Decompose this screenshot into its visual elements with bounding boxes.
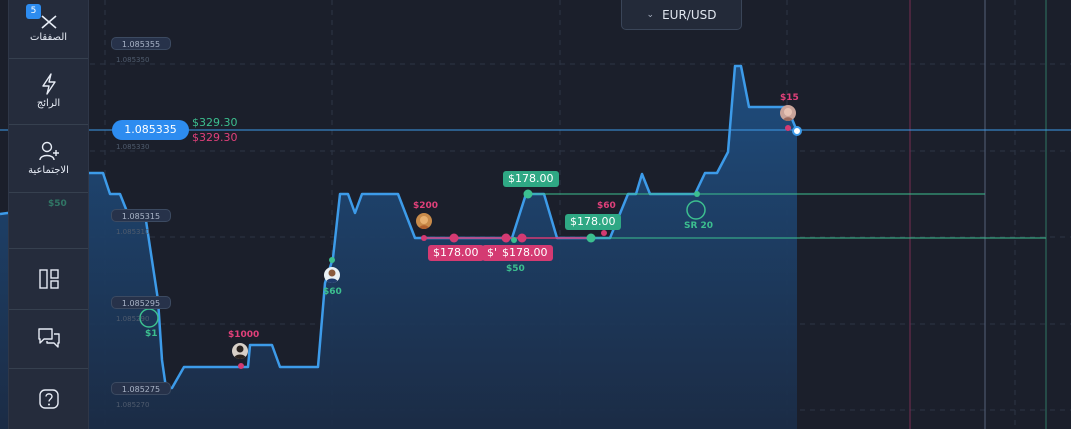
sidebar-item-layout[interactable] <box>9 248 88 310</box>
trade-amount-tag: $178.00 <box>497 245 553 261</box>
layout-icon <box>38 269 59 289</box>
trade-point <box>523 189 533 199</box>
marker-amount: $50 <box>506 264 525 274</box>
trader-avatar[interactable] <box>324 267 340 283</box>
current-price-dot <box>792 126 802 136</box>
trade-point <box>501 233 511 243</box>
asset-selector[interactable]: ⌄ EUR/USD <box>621 0 742 30</box>
profit-amount: $329.30 <box>192 116 238 129</box>
price-axis-sublabel: 1.085290 <box>116 315 150 323</box>
chevron-down-icon: ⌄ <box>646 9 655 20</box>
sidebar-item-social[interactable]: الاجتماعية <box>9 124 88 193</box>
marker-amount: $1 <box>145 329 158 339</box>
help-icon <box>38 388 59 409</box>
sidebar-item-trending[interactable]: الرائج <box>9 58 88 125</box>
sidebar-item-label: الرائج <box>36 98 61 109</box>
trade-amount-tag: $178.00 <box>503 171 559 187</box>
close-x-icon <box>40 15 57 29</box>
price-axis-sublabel: 1.085270 <box>116 401 150 409</box>
user-plus-icon <box>38 141 59 161</box>
trade-point <box>517 233 527 243</box>
trade-point <box>601 230 607 236</box>
price-axis-sublabel: 1.085330 <box>116 143 150 151</box>
trade-point <box>238 363 244 369</box>
trader-avatar[interactable] <box>416 213 432 229</box>
trade-point <box>586 233 596 243</box>
sidebar-item-help[interactable] <box>9 368 88 429</box>
trade-point <box>421 235 427 241</box>
sidebar-item-label: الاجتماعية <box>28 165 69 176</box>
sidebar: الصفقات 5 الرائج الاجتماعية <box>8 0 89 429</box>
current-price-label: 1.085335 <box>112 120 189 140</box>
loss-amount: $329.30 <box>192 131 238 144</box>
price-axis-label: 1.085315 <box>111 209 171 222</box>
marker-amount: SR 20 <box>684 221 714 231</box>
trade-point <box>329 257 335 263</box>
sidebar-item-label: الصفقات <box>29 32 68 43</box>
price-axis-label: 1.085355 <box>111 37 171 50</box>
trader-avatar[interactable] <box>780 105 796 121</box>
trade-point <box>511 237 517 243</box>
social-marker-icon <box>139 308 159 328</box>
trade-point <box>785 125 791 131</box>
trades-count-badge: 5 <box>26 4 41 19</box>
marker-amount: $60 <box>323 287 342 297</box>
price-area <box>0 66 797 429</box>
vertical-markers <box>909 0 1047 429</box>
asset-symbol: EUR/USD <box>662 7 717 22</box>
trader-avatar[interactable] <box>232 343 248 359</box>
marker-amount: $15 <box>780 93 799 103</box>
price-axis-sublabel: 1.085350 <box>116 56 150 64</box>
lightning-icon <box>41 73 56 95</box>
trade-amount-tag: $178.00 <box>428 245 484 261</box>
marker-amount: $60 <box>597 201 616 211</box>
sidebar-item-chat[interactable] <box>9 308 88 369</box>
social-marker-icon <box>686 200 706 220</box>
trade-amount-tag: $178.00 <box>565 214 621 230</box>
price-axis-label: 1.085295 <box>111 296 171 309</box>
marker-amount: $200 <box>413 201 439 211</box>
sidebar-item-trades[interactable]: الصفقات 5 <box>9 0 88 59</box>
marker-amount: $50 <box>48 199 67 209</box>
price-axis-label: 1.085275 <box>111 382 171 395</box>
trade-points[interactable] <box>238 125 791 369</box>
price-line <box>0 64 799 390</box>
chat-icon <box>37 328 60 348</box>
marker-amount: $1000 <box>228 330 260 340</box>
trade-point <box>694 191 700 197</box>
trade-point <box>449 233 459 243</box>
price-axis-sublabel: 1.085310 <box>116 228 150 236</box>
